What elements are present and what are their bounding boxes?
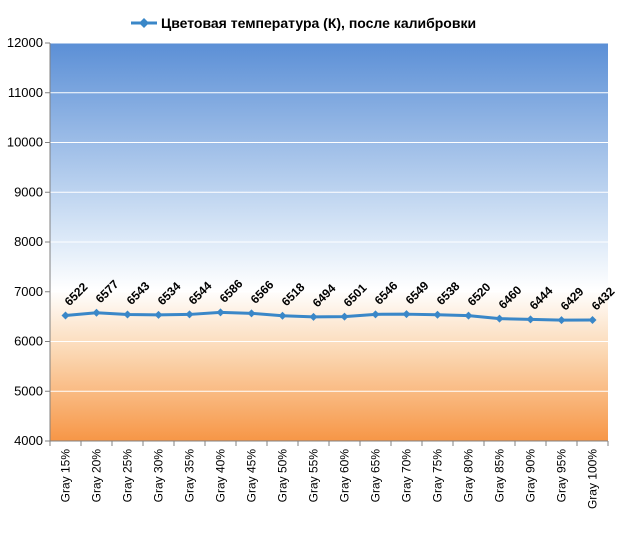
x-tick-label: Gray 65% — [369, 449, 383, 503]
data-point-marker — [402, 310, 411, 319]
data-point-marker — [123, 310, 132, 319]
series-line — [65, 310, 593, 322]
x-tick-label: Gray 60% — [338, 449, 352, 503]
legend-label: Цветовая температура (К), после калибров… — [161, 15, 476, 31]
data-point-marker — [433, 310, 442, 319]
x-tick-label: Gray 35% — [183, 449, 197, 503]
legend: Цветовая температура (К), после калибров… — [131, 15, 476, 31]
data-point-marker — [495, 314, 504, 323]
axes: 4000 5000 6000 7000 8000 9000 10000 11000 12000 G… — [7, 35, 609, 509]
x-tick-label: Gray 45% — [245, 449, 259, 503]
gridlines — [50, 42, 608, 392]
y-tick-label: 10000 — [7, 135, 43, 150]
data-point-marker — [464, 311, 473, 320]
data-point-marker — [309, 312, 318, 321]
data-point-marker — [154, 310, 163, 319]
y-tick-label: 9000 — [14, 184, 43, 199]
data-point-marker — [92, 308, 101, 317]
x-tick-label: Gray 15% — [59, 449, 73, 503]
y-tick-label: 4000 — [14, 433, 43, 448]
x-tick-label: Gray 40% — [214, 449, 228, 503]
data-point-marker — [185, 310, 194, 319]
data-point-marker — [278, 311, 287, 320]
x-tick-label: Gray 80% — [462, 449, 476, 503]
x-tick-label: Gray 70% — [400, 449, 414, 503]
x-tick-label: Gray 30% — [152, 449, 166, 503]
x-tick-label: Gray 20% — [90, 449, 104, 503]
x-tick-label: Gray 95% — [555, 449, 569, 503]
x-tick-label: Gray 85% — [493, 449, 507, 503]
x-tick-label: Gray 25% — [121, 449, 135, 503]
x-tick-label: Gray 75% — [431, 449, 445, 503]
data-point-marker — [588, 316, 597, 325]
x-tick-label: Gray 90% — [524, 449, 538, 503]
data-point-marker — [340, 312, 349, 321]
data-point-marker — [557, 316, 566, 325]
data-point-marker — [216, 308, 225, 317]
y-tick-label: 8000 — [14, 234, 43, 249]
data-point-marker — [371, 310, 380, 319]
y-tick-label: 5000 — [14, 383, 43, 398]
data-point-marker — [247, 309, 256, 318]
x-tick-label: Gray 55% — [307, 449, 321, 503]
legend-diamond-icon — [139, 18, 149, 28]
x-tick-label: Gray 100% — [586, 449, 600, 509]
series — [61, 308, 597, 325]
y-tick-label: 11000 — [8, 85, 43, 100]
data-point-marker — [526, 315, 535, 324]
y-tick-label: 6000 — [14, 334, 43, 349]
x-tick-label: Gray 50% — [276, 449, 290, 503]
y-tick-label: 7000 — [14, 284, 43, 299]
data-point-marker — [61, 311, 70, 320]
y-tick-label: 12000 — [7, 35, 43, 50]
